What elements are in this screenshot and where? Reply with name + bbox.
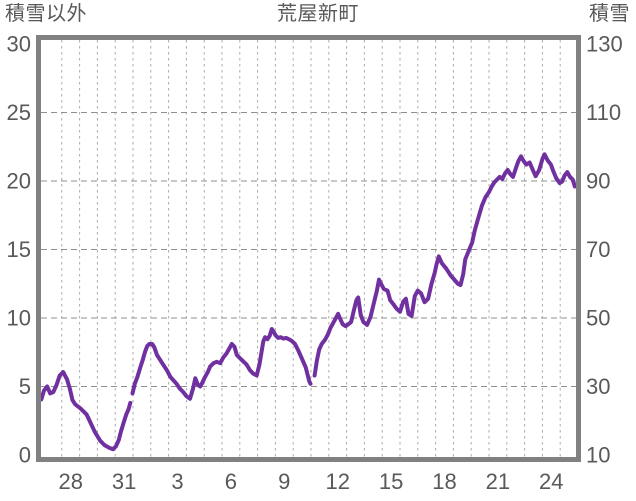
left-tick-label: 10 xyxy=(7,306,31,331)
x-tick-label: 3 xyxy=(171,469,183,494)
chart-title: 荒屋新町 xyxy=(277,3,359,25)
plot-frame xyxy=(36,35,581,462)
series-segment xyxy=(312,152,577,378)
x-axis-tick-labels: 28 31 3 6 9 12 15 18 21 24 xyxy=(58,469,563,494)
right-tick-label: 30 xyxy=(586,374,610,399)
x-tick-label: 31 xyxy=(112,469,136,494)
right-tick-label: 10 xyxy=(586,443,610,468)
x-tick-label: 9 xyxy=(278,469,290,494)
x-tick-label: 18 xyxy=(432,469,456,494)
right-tick-label: 50 xyxy=(586,306,610,331)
x-tick-label: 12 xyxy=(325,469,349,494)
left-tick-label: 15 xyxy=(7,237,31,262)
left-tick-label: 25 xyxy=(7,100,31,125)
x-tick-label: 15 xyxy=(379,469,403,494)
left-tick-label: 5 xyxy=(19,374,31,399)
left-tick-label: 30 xyxy=(7,32,31,57)
right-tick-label: 90 xyxy=(586,169,610,194)
x-tick-label: 28 xyxy=(58,469,82,494)
x-tick-label: 6 xyxy=(225,469,237,494)
right-tick-label: 130 xyxy=(586,32,623,57)
left-axis-title: 積雪以外 xyxy=(5,3,87,25)
horizontal-gridlines xyxy=(41,112,576,387)
series-segment xyxy=(39,370,133,452)
right-tick-label: 110 xyxy=(586,100,621,125)
right-axis-tick-labels: 10 30 50 70 90 110 130 xyxy=(586,32,623,468)
left-tick-label: 20 xyxy=(7,169,31,194)
x-tick-label: 21 xyxy=(486,469,510,494)
series-segment xyxy=(130,327,313,401)
right-tick-label: 70 xyxy=(586,237,610,262)
right-axis-title: 積雪 xyxy=(589,3,630,25)
left-tick-label: 0 xyxy=(19,443,31,468)
left-axis-tick-labels: 0 5 10 15 20 25 30 xyxy=(7,32,31,468)
snow-depth-line xyxy=(39,152,577,452)
vertical-gridlines xyxy=(61,40,561,457)
x-tick-label: 24 xyxy=(539,469,563,494)
